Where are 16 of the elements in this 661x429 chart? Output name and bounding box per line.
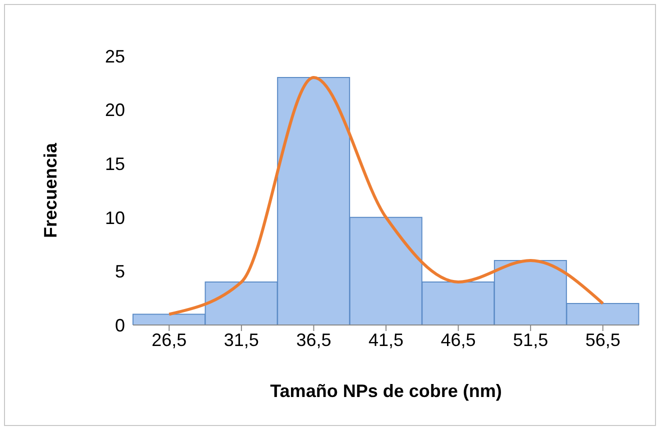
x-tick-label: 31,5 xyxy=(224,330,259,350)
x-tick-label: 41,5 xyxy=(368,330,404,350)
y-tick-label: 25 xyxy=(104,46,125,66)
y-tick-label: 0 xyxy=(114,315,125,336)
y-tick-label: 10 xyxy=(104,208,125,228)
y-tick-label: 15 xyxy=(104,154,125,174)
x-axis-title: Tamaño NPs de cobre (nm) xyxy=(270,381,502,401)
x-tick-label: 51,5 xyxy=(513,330,548,350)
y-tick-label: 5 xyxy=(114,262,125,282)
y-axis-title: Frecuencia xyxy=(40,142,60,238)
x-tick-label: 56,5 xyxy=(585,330,620,350)
x-tick-label: 36,5 xyxy=(296,330,332,350)
line-series xyxy=(168,76,604,316)
x-tick-label: 46,5 xyxy=(440,330,476,350)
x-tick-label: 26,5 xyxy=(152,330,187,350)
y-tick-label: 20 xyxy=(104,100,125,120)
